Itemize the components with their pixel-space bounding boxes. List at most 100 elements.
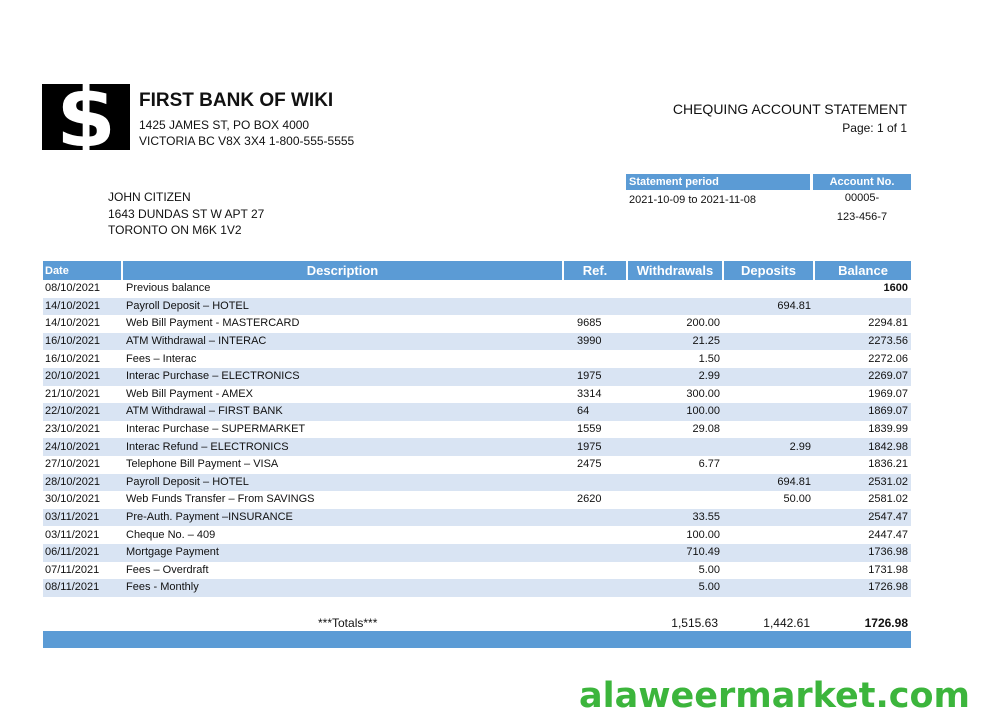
cell-ref: 2620 bbox=[577, 493, 602, 506]
cell-deposit: 694.81 bbox=[723, 297, 814, 316]
cell-description: Previous balance bbox=[126, 282, 211, 295]
footer-bar bbox=[43, 631, 911, 648]
bank-address-line1: 1425 JAMES ST, PO BOX 4000 bbox=[139, 118, 310, 132]
total-deposits: 1,442.61 bbox=[763, 616, 810, 630]
bank-name: FIRST BANK OF WIKI bbox=[139, 90, 334, 111]
table-row: 16/10/2021 ATM Withdrawal – INTERAC 3990 21… bbox=[43, 332, 911, 351]
table-row: 30/10/2021 Web Funds Transfer – From SAVI… bbox=[43, 491, 911, 509]
cell-date: 20/10/2021 bbox=[43, 367, 122, 386]
cell-withdrawal: 100.00 bbox=[627, 403, 723, 421]
column-header-balance: Balance bbox=[814, 261, 911, 280]
cell-deposit bbox=[723, 562, 814, 580]
cell-withdrawal bbox=[627, 491, 723, 509]
cell-withdrawal bbox=[627, 297, 723, 316]
cell-description: Fees - Monthly bbox=[122, 579, 563, 597]
cell-ref bbox=[563, 579, 627, 597]
account-number-header: Account No. bbox=[813, 174, 911, 190]
cell-deposit bbox=[723, 526, 814, 544]
bank-address-line2: VICTORIA BC V8X 3X4 1-800-555-5555 bbox=[139, 134, 355, 148]
table-row: 16/10/2021 Fees – Interac 1.50 2272.06 bbox=[43, 350, 911, 368]
table-row: 06/11/2021 Mortgage Payment 710.49 1736.98 bbox=[43, 543, 911, 562]
cell-ref bbox=[563, 543, 627, 562]
statement-title: CHEQUING ACCOUNT STATEMENT bbox=[672, 101, 907, 117]
cell-description: Interac Purchase – SUPERMARKET bbox=[126, 423, 306, 436]
cell-withdrawal: 2.99 bbox=[627, 367, 723, 386]
cell-withdrawal: 100.00 bbox=[686, 528, 720, 541]
bank-logo: $ bbox=[42, 84, 130, 150]
cell-deposit bbox=[723, 543, 814, 562]
cell-date: 28/10/2021 bbox=[43, 473, 122, 492]
table-row: 24/10/2021 Interac Refund – ELECTRONICS 19… bbox=[43, 438, 911, 456]
cell-description: Web Bill Payment - AMEX bbox=[126, 387, 253, 400]
cell-date: 21/10/2021 bbox=[45, 387, 101, 400]
cell-withdrawal: 200.00 bbox=[686, 317, 720, 330]
watermark: alaweermarket.com bbox=[578, 676, 970, 716]
table-row: 08/10/2021 Previous balance 1600 bbox=[43, 280, 911, 298]
cell-date: 24/10/2021 bbox=[43, 438, 122, 456]
cell-deposit bbox=[723, 280, 814, 298]
cell-ref bbox=[563, 280, 627, 298]
cell-deposit bbox=[723, 508, 814, 527]
cell-date: 08/10/2021 bbox=[45, 282, 101, 295]
cell-deposit bbox=[723, 456, 814, 474]
cell-ref: 1975 bbox=[563, 438, 627, 456]
cell-balance: 1600 bbox=[883, 282, 908, 295]
statement-period-value: 2021-10-09 to 2021-11-08 bbox=[629, 194, 757, 206]
cell-description: Fees – Interac bbox=[126, 352, 197, 365]
cell-date: 16/10/2021 bbox=[43, 332, 122, 351]
cell-date: 30/10/2021 bbox=[45, 493, 101, 506]
cell-deposit bbox=[723, 403, 814, 421]
cell-description: Interac Refund – ELECTRONICS bbox=[122, 438, 563, 456]
cell-deposit: 50.00 bbox=[783, 493, 811, 506]
cell-description: Pre-Auth. Payment –INSURANCE bbox=[122, 508, 563, 527]
cell-deposit bbox=[723, 332, 814, 351]
cell-date: 14/10/2021 bbox=[45, 317, 101, 330]
cell-withdrawal bbox=[627, 473, 723, 492]
total-balance: 1726.98 bbox=[864, 616, 908, 630]
cell-balance: 2269.07 bbox=[814, 367, 911, 386]
cell-deposit bbox=[723, 350, 814, 368]
table-row: 20/10/2021 Interac Purchase – ELECTRONICS… bbox=[43, 367, 911, 386]
cell-deposit bbox=[723, 386, 814, 404]
cell-withdrawal: 21.25 bbox=[627, 332, 723, 351]
column-header-ref: Ref. bbox=[563, 261, 628, 280]
dollar-logo-icon: $ bbox=[56, 84, 116, 150]
cell-description: Cheque No. – 409 bbox=[126, 528, 216, 541]
account-number-line1: 00005- bbox=[844, 192, 880, 204]
cell-balance: 1842.98 bbox=[814, 438, 911, 456]
cell-description: Mortgage Payment bbox=[122, 543, 563, 562]
cell-deposit: 694.81 bbox=[723, 473, 814, 492]
cell-balance: 2272.06 bbox=[868, 352, 908, 365]
cell-date: 03/11/2021 bbox=[45, 528, 100, 541]
cell-balance bbox=[814, 297, 911, 316]
cell-description: Web Funds Transfer – From SAVINGS bbox=[126, 493, 315, 506]
cell-description: ATM Withdrawal – INTERAC bbox=[122, 332, 563, 351]
cell-description: Web Bill Payment - MASTERCARD bbox=[126, 317, 300, 330]
cell-balance: 1731.98 bbox=[868, 563, 908, 576]
cell-deposit bbox=[723, 367, 814, 386]
account-number-line2: 123-456-7 bbox=[836, 211, 888, 223]
customer-name: JOHN CITIZEN bbox=[108, 190, 191, 204]
cell-balance: 2547.47 bbox=[814, 508, 911, 527]
table-row: 23/10/2021 Interac Purchase – SUPERMARKET… bbox=[43, 421, 911, 439]
cell-balance: 1726.98 bbox=[814, 579, 911, 597]
cell-description: Telephone Bill Payment – VISA bbox=[126, 458, 279, 471]
cell-ref bbox=[563, 473, 627, 492]
table-row: 03/11/2021 Pre-Auth. Payment –INSURANCE 33… bbox=[43, 508, 911, 527]
customer-street: 1643 DUNDAS ST W APT 27 bbox=[108, 207, 265, 221]
table-row: 14/10/2021 Web Bill Payment - MASTERCARD 9… bbox=[43, 315, 911, 333]
cell-date: 14/10/2021 bbox=[43, 297, 122, 316]
cell-deposit bbox=[723, 579, 814, 597]
cell-balance: 2447.47 bbox=[868, 528, 908, 541]
cell-withdrawal: 29.08 bbox=[692, 423, 720, 436]
cell-ref bbox=[563, 508, 627, 527]
cell-balance: 1736.98 bbox=[814, 543, 911, 562]
column-header-date: Date bbox=[43, 261, 123, 280]
cell-date: 23/10/2021 bbox=[45, 423, 101, 436]
totals-label: ***Totals*** bbox=[318, 616, 378, 630]
table-row: 07/11/2021 Fees – Overdraft 5.00 1731.98 bbox=[43, 562, 911, 580]
cell-ref: 64 bbox=[563, 403, 627, 421]
cell-ref bbox=[563, 297, 627, 316]
cell-balance: 1836.21 bbox=[868, 458, 908, 471]
cell-ref bbox=[563, 350, 627, 368]
